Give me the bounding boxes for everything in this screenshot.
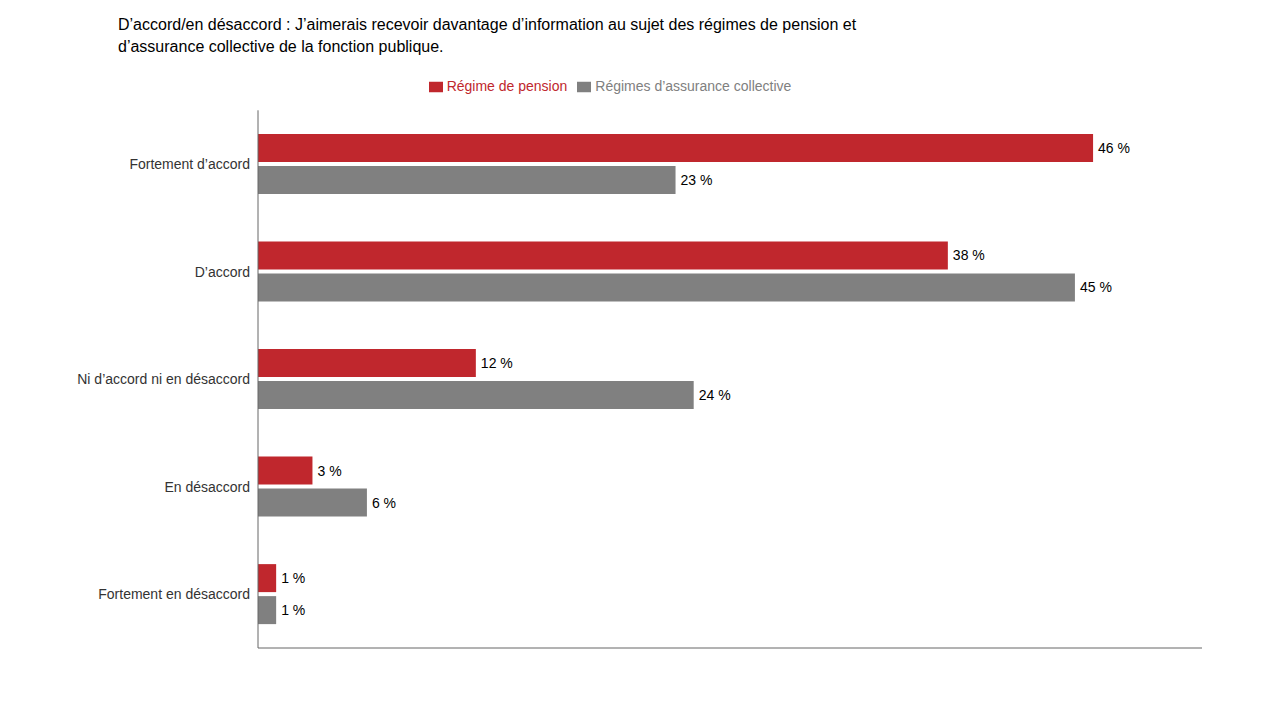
svg-text:Fortement d’accord: Fortement d’accord bbox=[129, 156, 250, 172]
svg-text:38 %: 38 % bbox=[953, 247, 985, 263]
svg-text:45 %: 45 % bbox=[1080, 279, 1112, 295]
svg-text:46 %: 46 % bbox=[1098, 140, 1130, 156]
svg-text:Ni d’accord ni en désaccord: Ni d’accord ni en désaccord bbox=[77, 371, 250, 387]
svg-text:En désaccord: En désaccord bbox=[164, 479, 250, 495]
html-text:d’assurance collective de la f: d’assurance collective de la fonction pu… bbox=[118, 38, 444, 55]
svg-text:6 %: 6 % bbox=[372, 495, 396, 511]
svg-text:23 %: 23 % bbox=[681, 172, 713, 188]
svg-text:Fortement en désaccord: Fortement en désaccord bbox=[98, 586, 250, 602]
html-text:D’accord/en désaccord : J’aime: D’accord/en désaccord : J’aimerais recev… bbox=[118, 16, 857, 33]
svg-text:24 %: 24 % bbox=[699, 387, 731, 403]
html-text:Régimes d’assurance collective: Régimes d’assurance collective bbox=[595, 78, 792, 94]
svg-text:3 %: 3 % bbox=[317, 463, 341, 479]
svg-text:1 %: 1 % bbox=[281, 602, 305, 618]
svg-text:1 %: 1 % bbox=[281, 570, 305, 586]
svg-text:12 %: 12 % bbox=[481, 355, 513, 371]
html-text:Régime de pension: Régime de pension bbox=[446, 78, 568, 94]
svg-text:D’accord: D’accord bbox=[195, 264, 250, 280]
